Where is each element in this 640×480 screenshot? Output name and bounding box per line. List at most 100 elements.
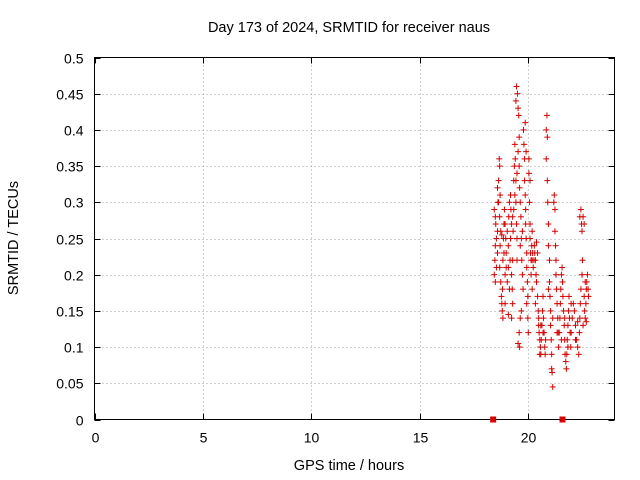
- data-point: [583, 318, 590, 325]
- data-point: [551, 192, 558, 199]
- zero-marker: [559, 416, 566, 423]
- data-point: [512, 97, 519, 104]
- data-point: [504, 228, 511, 235]
- data-point: [501, 249, 507, 256]
- data-point: [520, 141, 527, 148]
- data-point: [523, 148, 530, 155]
- data-point: [506, 199, 513, 206]
- data-point: [529, 286, 536, 293]
- data-point: [516, 163, 523, 170]
- data-point: [584, 271, 591, 278]
- data-point: [530, 264, 537, 271]
- data-point: [493, 235, 500, 242]
- x-tick-label: 0: [92, 430, 100, 446]
- data-point: [527, 221, 533, 228]
- data-point: [499, 257, 506, 264]
- data-point: [527, 177, 533, 184]
- data-point: [514, 90, 521, 97]
- data-point: [499, 286, 506, 293]
- data-point: [533, 239, 540, 246]
- data-point: [516, 329, 523, 336]
- data-point: [517, 213, 524, 220]
- data-point: [581, 307, 588, 314]
- data-point: [559, 278, 566, 285]
- data-point: [516, 134, 523, 141]
- data-point: [524, 315, 531, 322]
- data-point: [525, 170, 532, 177]
- data-point: [557, 300, 564, 307]
- data-point: [565, 307, 572, 314]
- data-point: [544, 199, 551, 206]
- data-point: [553, 271, 559, 278]
- x-axis-label: GPS time / hours: [294, 458, 404, 474]
- data-point: [568, 300, 575, 307]
- data-point: [551, 228, 558, 235]
- data-point: [515, 148, 522, 155]
- data-point: [502, 221, 509, 228]
- data-point: [561, 315, 568, 322]
- data-point: [524, 293, 531, 300]
- data-point: [494, 184, 501, 191]
- data-point: [580, 322, 587, 329]
- y-tick-label: 0.1: [64, 340, 84, 356]
- data-point: [525, 329, 532, 336]
- data-point: [498, 231, 505, 238]
- data-point: [499, 307, 506, 314]
- y-tick-labels: 0 0.05 0.1 0.15 0.2 0.25 0.3 0.35 0.4 0.45 0.5: [56, 51, 83, 429]
- data-point: [496, 155, 503, 162]
- data-point: [549, 369, 556, 376]
- data-point: [519, 271, 526, 278]
- data-point: [504, 278, 511, 285]
- x-tick-label: 10: [304, 430, 320, 446]
- data-point: [525, 155, 532, 162]
- data-point: [516, 344, 523, 351]
- data-point: [505, 264, 512, 271]
- data-point: [497, 228, 504, 235]
- y-tick-label: 0.25: [56, 232, 83, 248]
- data-point: [497, 192, 504, 199]
- data-point: [536, 351, 543, 358]
- data-point: [569, 315, 576, 322]
- data-point: [496, 264, 503, 271]
- axis-ticks: [94, 57, 615, 421]
- data-point: [522, 119, 529, 126]
- data-point: [526, 199, 533, 206]
- data-points: [490, 83, 592, 423]
- data-point: [496, 213, 503, 220]
- data-point: [496, 163, 503, 170]
- x-tick-label: 20: [521, 430, 537, 446]
- data-point: [564, 322, 571, 329]
- data-point: [515, 340, 522, 347]
- data-point: [580, 213, 587, 220]
- x-tick-label: 15: [413, 430, 429, 446]
- data-point: [511, 192, 518, 199]
- y-tick-label: 0.4: [64, 123, 84, 139]
- data-point: [540, 329, 546, 336]
- data-point: [531, 242, 538, 249]
- data-point: [497, 242, 504, 249]
- data-point: [515, 112, 522, 119]
- data-point: [491, 206, 498, 213]
- data-point: [574, 344, 581, 351]
- data-point: [522, 192, 529, 199]
- data-point: [517, 199, 524, 206]
- x-tick-label: 5: [200, 430, 208, 446]
- data-point: [498, 293, 505, 300]
- data-point: [582, 278, 589, 285]
- data-point: [491, 271, 498, 278]
- y-axis-label: SRMTID / TECUs: [6, 181, 22, 295]
- data-point: [495, 199, 502, 206]
- data-point: [551, 206, 558, 213]
- y-tick-label: 0.45: [56, 87, 83, 103]
- data-point: [533, 278, 540, 285]
- data-point: [492, 221, 499, 228]
- data-point: [521, 177, 528, 184]
- data-point: [542, 336, 549, 343]
- data-point: [523, 300, 530, 307]
- data-point: [546, 278, 553, 285]
- data-point: [582, 300, 589, 307]
- data-point: [527, 235, 533, 242]
- data-point: [509, 300, 516, 307]
- data-point: [564, 344, 571, 351]
